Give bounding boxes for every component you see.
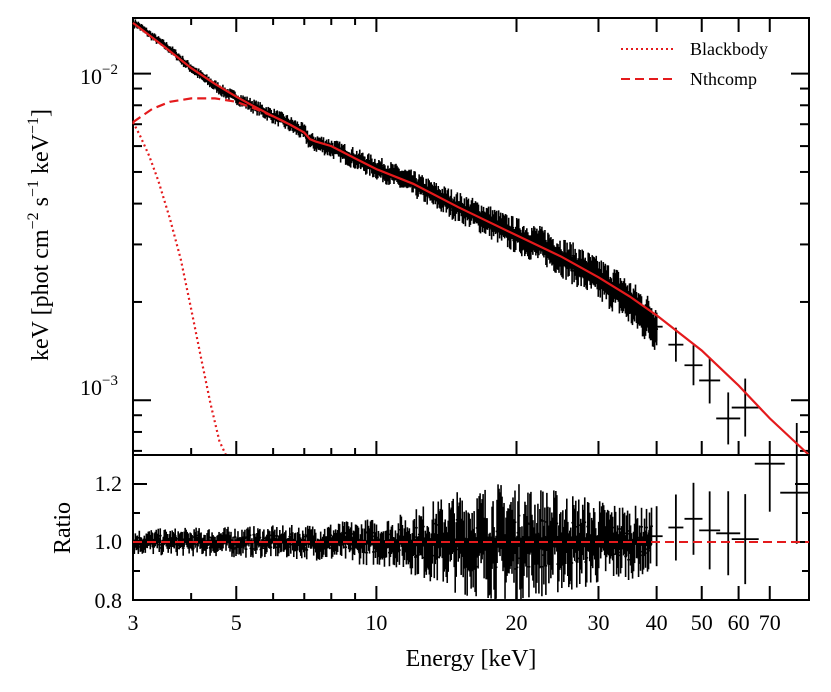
spectrum-axis-ticks — [132, 18, 809, 455]
x-tick-label: 50 — [691, 610, 713, 635]
x-axis-label: Energy [keV] — [406, 646, 537, 672]
ratio-panel: 0.8 1.0 1.2 Ratio 3 5 10 20 30 40 50 60 70 Energ… — [50, 454, 810, 672]
legend-label-blackbody: Blackbody — [690, 39, 768, 59]
ratio-ytick-label: 1.0 — [95, 529, 123, 554]
x-tick-label: 10 — [365, 610, 387, 635]
x-tick-labels: 3 5 10 20 30 40 50 60 70 — [128, 610, 781, 635]
model-curve-blackbody — [132, 121, 227, 456]
ratio-plot-frame — [132, 454, 810, 601]
spectrum-panel: 10−2 10−3 keV [phot cm−2 s−1 keV−1] Blac… — [25, 17, 810, 456]
x-tick-label: 60 — [728, 610, 750, 635]
x-tick-label: 40 — [646, 610, 668, 635]
spectrum-ytick-label: 10−2 — [80, 62, 118, 89]
x-tick-label: 30 — [587, 610, 609, 635]
x-tick-label: 3 — [128, 610, 139, 635]
model-curve-total-model — [132, 22, 810, 456]
model-curve-nthcomp — [132, 97, 305, 134]
ratio-data-errorbars — [132, 455, 809, 600]
x-tick-label: 70 — [759, 610, 781, 635]
ratio-ytick-label: 0.8 — [95, 588, 123, 613]
spectrum-ylabel: keV [phot cm−2 s−1 keV−1] — [25, 109, 54, 361]
x-tick-label: 20 — [506, 610, 528, 635]
spectrum-model-curves — [132, 22, 810, 456]
ratio-ytick-label: 1.2 — [95, 471, 123, 496]
legend: Blackbody Nthcomp — [621, 39, 768, 89]
ratio-ylabel: Ratio — [50, 502, 76, 554]
legend-label-nthcomp: Nthcomp — [690, 69, 757, 89]
x-tick-label: 5 — [231, 610, 242, 635]
spectrum-ytick-label: 10−3 — [80, 373, 118, 400]
